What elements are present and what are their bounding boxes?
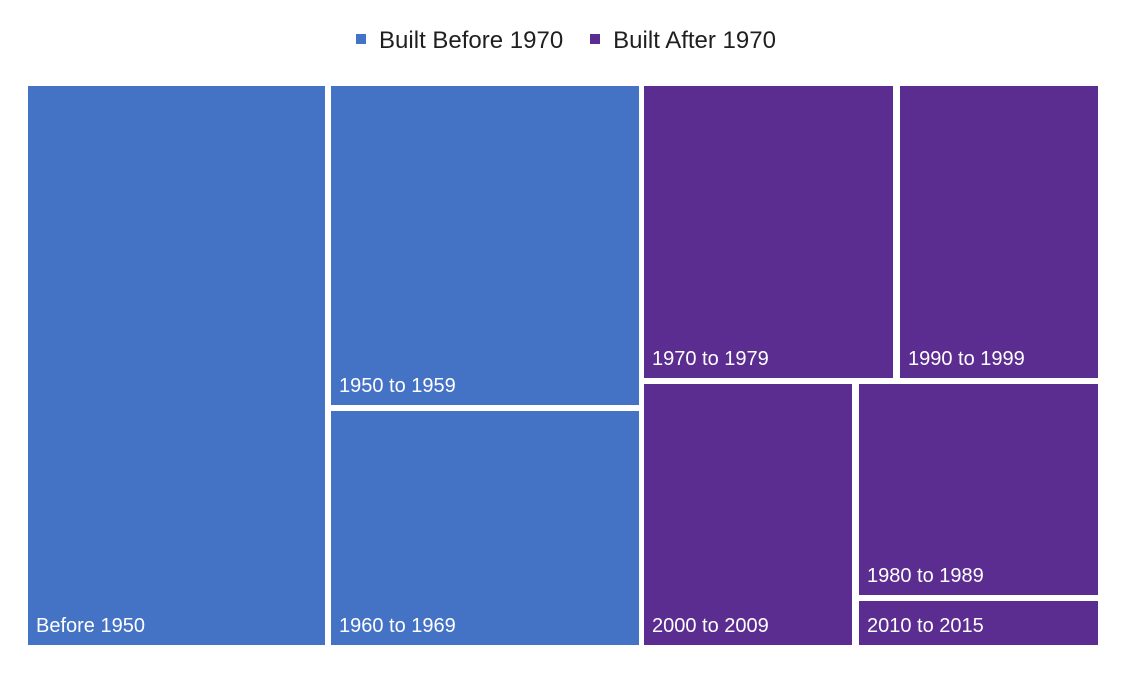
treemap-tile-1950-to-1959[interactable]: 1950 to 1959 xyxy=(331,86,639,405)
tile-label: Before 1950 xyxy=(36,615,145,637)
legend-item-built-after-1970[interactable]: Built After 1970 xyxy=(590,27,776,55)
tile-label: 1960 to 1969 xyxy=(339,615,456,637)
tile-label: 1990 to 1999 xyxy=(908,348,1025,370)
legend-item-built-before-1970[interactable]: Built Before 1970 xyxy=(356,27,563,55)
treemap-tile-1980-to-1989[interactable]: 1980 to 1989 xyxy=(859,384,1098,595)
legend-label: Built After 1970 xyxy=(613,27,776,54)
treemap-tile-before-1950[interactable]: Before 1950 xyxy=(28,86,325,645)
tile-label: 2000 to 2009 xyxy=(652,615,769,637)
chart-legend: Built Before 1970 Built After 1970 xyxy=(0,27,1132,55)
tile-label: 2010 to 2015 xyxy=(867,615,984,637)
treemap-tile-2000-to-2009[interactable]: 2000 to 2009 xyxy=(644,384,852,645)
legend-swatch-icon xyxy=(590,34,601,44)
treemap-tile-1970-to-1979[interactable]: 1970 to 1979 xyxy=(644,86,893,378)
tile-label: 1970 to 1979 xyxy=(652,348,769,370)
treemap-tile-2010-to-2015[interactable]: 2010 to 2015 xyxy=(859,601,1098,645)
tile-label: 1950 to 1959 xyxy=(339,375,456,397)
treemap-tile-1990-to-1999[interactable]: 1990 to 1999 xyxy=(900,86,1098,378)
legend-swatch-icon xyxy=(356,34,367,44)
tile-label: 1980 to 1989 xyxy=(867,565,984,587)
treemap-tile-1960-to-1969[interactable]: 1960 to 1969 xyxy=(331,411,639,645)
legend-label: Built Before 1970 xyxy=(379,27,564,54)
